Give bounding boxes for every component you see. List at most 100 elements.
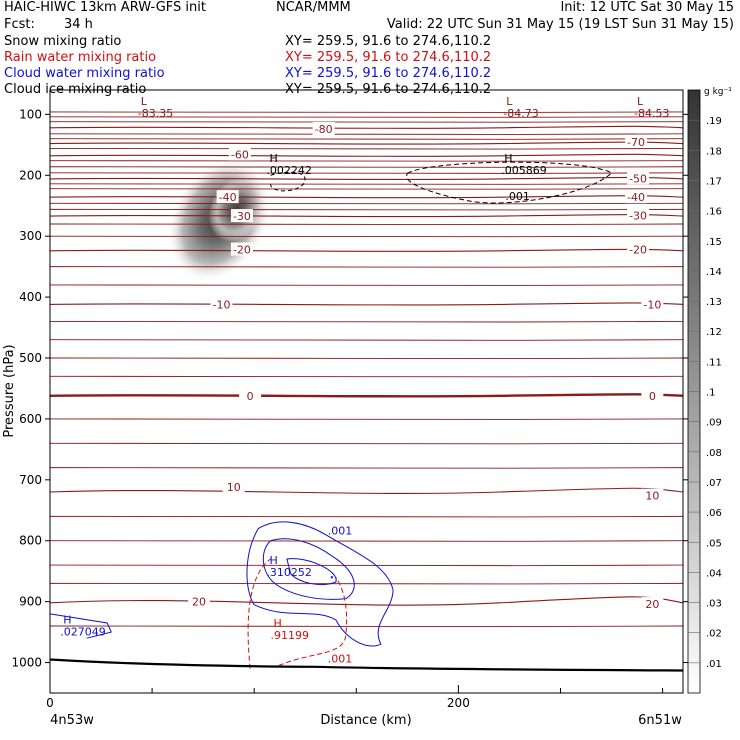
isotherm-label-bg [627, 171, 650, 185]
extremum-value: .91199 [271, 629, 310, 642]
colorbar-tick-label: .19 [706, 116, 722, 127]
isotherm-line [50, 235, 683, 238]
isotherm-label-bg [188, 594, 211, 608]
colorbar-tick-label: .03 [706, 599, 722, 610]
isotherm-line [50, 120, 683, 123]
isotherm-line [50, 187, 683, 190]
isotherm-label-bg [312, 121, 335, 135]
extremum-value: .002242 [266, 164, 312, 177]
isotherm-line [50, 320, 683, 323]
isotherm-label: -80 [315, 123, 333, 136]
y-tick-label: 300 [19, 229, 42, 243]
isotherm-line [50, 356, 683, 360]
isotherm-label-bg [210, 297, 233, 311]
field-rain-xy: XY= 259.5, 91.6 to 274.6,110.2 [285, 50, 492, 65]
isotherm-label: -70 [627, 136, 645, 149]
extremum-value: -83.35 [138, 107, 173, 120]
colorbar-tick-label: .16 [706, 207, 722, 218]
isotherm-line [50, 375, 683, 378]
y-tick-label: 200 [19, 168, 42, 182]
y-tick-label: 1000 [11, 656, 42, 670]
colorbar-tick-label: .11 [706, 357, 722, 368]
fcst-label: Fcst: [4, 17, 35, 32]
cloud-water-contour-outer [246, 521, 394, 647]
isotherm-label: 0 [649, 390, 656, 403]
colorbar-tick-label: .12 [706, 327, 722, 338]
extremum-marker: L [141, 95, 148, 108]
isotherm-line [50, 132, 683, 135]
isotherm-label-bg [228, 147, 251, 161]
isotherm-label: 20 [645, 598, 659, 611]
isotherm-label: -40 [627, 191, 645, 204]
isotherm-m80 [50, 125, 683, 129]
isotherm-line [50, 202, 683, 205]
isotherm-line [50, 265, 683, 268]
isotherm-label-bg [625, 190, 648, 204]
extremum-h: H.310252 [266, 554, 312, 579]
extremum-h: H.005869 [501, 152, 546, 177]
cloud-ice-contour [406, 161, 613, 204]
isotherm-label: -10 [213, 298, 231, 311]
extremum-marker: H [504, 152, 512, 165]
isotherm-label: -20 [629, 244, 647, 257]
colorbar-tick-label: .07 [706, 478, 722, 489]
colorbar-tick-label: .18 [706, 146, 722, 157]
extremum-value: .027049 [60, 626, 106, 639]
colorbar-tick-label: .14 [706, 267, 722, 278]
isotherm-label: 10 [645, 490, 659, 503]
extremum-value: .005869 [501, 164, 546, 177]
isotherm-label-bg [230, 242, 253, 256]
init-time: Init: 12 UTC Sat 30 May 15 [560, 0, 734, 15]
isotherm-20 [50, 596, 683, 606]
extremum-marker: L [506, 95, 513, 108]
field-snow-xy: XY= 259.5, 91.6 to 274.6,110.2 [285, 34, 492, 49]
cloud-ice-contour-small [270, 171, 306, 192]
isotherm-line [50, 137, 683, 140]
isotherm-line [50, 182, 683, 185]
isotherm-label-bg [641, 488, 664, 502]
isotherm-m60 [50, 153, 683, 157]
isotherm-line [50, 539, 683, 542]
isotherm-label-bg [641, 597, 664, 611]
rain-contour [247, 558, 348, 669]
isotherm-line [50, 222, 683, 226]
extremum-marker: L [637, 95, 644, 108]
extremum-marker: H [63, 614, 71, 627]
extremum-value: .310252 [266, 566, 312, 579]
isotherm-m50 [50, 176, 683, 181]
isotherm-line [50, 442, 683, 445]
field-snow-name: Snow mixing ratio [4, 34, 122, 49]
isotherm-line [50, 564, 683, 567]
extremum-value: -84.73 [503, 107, 538, 120]
contour-label: .001 [505, 190, 530, 203]
isotherm-line [50, 417, 683, 420]
isotherm-line [50, 147, 683, 150]
colorbar-tick-label: .15 [706, 237, 722, 248]
isotherm-m30 [50, 214, 683, 218]
isotherm-m40 [50, 195, 683, 199]
isotherm-line [50, 624, 683, 628]
isotherm-10 [50, 487, 683, 494]
right-endpoint-label: 6n51w [638, 713, 682, 728]
isotherm-line [50, 165, 683, 168]
extremum-marker: H [274, 617, 282, 630]
extremum-marker: H [269, 554, 277, 567]
isotherm-label: -50 [629, 172, 647, 185]
isotherm-line [50, 283, 683, 286]
valid-time: Valid: 22 UTC Sun 31 May 15 (19 LST Sun … [386, 17, 734, 32]
colorbar-unit: g kg⁻¹ [704, 87, 732, 97]
extremum-h: H.027049 [60, 614, 106, 639]
x-axis-label: Distance (km) [320, 713, 411, 728]
contour-label: .001 [328, 525, 353, 538]
isotherm-label-bg [222, 480, 245, 494]
field-rain-name: Rain water mixing ratio [4, 50, 157, 65]
colorbar-tick-label: .17 [706, 176, 722, 187]
x-tick-label: 200 [447, 696, 470, 710]
isotherm-m10 [50, 302, 683, 306]
y-tick-label: 600 [19, 412, 42, 426]
extremum-l: L-84.53 [634, 95, 669, 120]
isotherm-label: -20 [233, 244, 251, 257]
extremum-l: L-83.35 [138, 95, 173, 120]
cloud-water-contour-left [50, 613, 112, 639]
